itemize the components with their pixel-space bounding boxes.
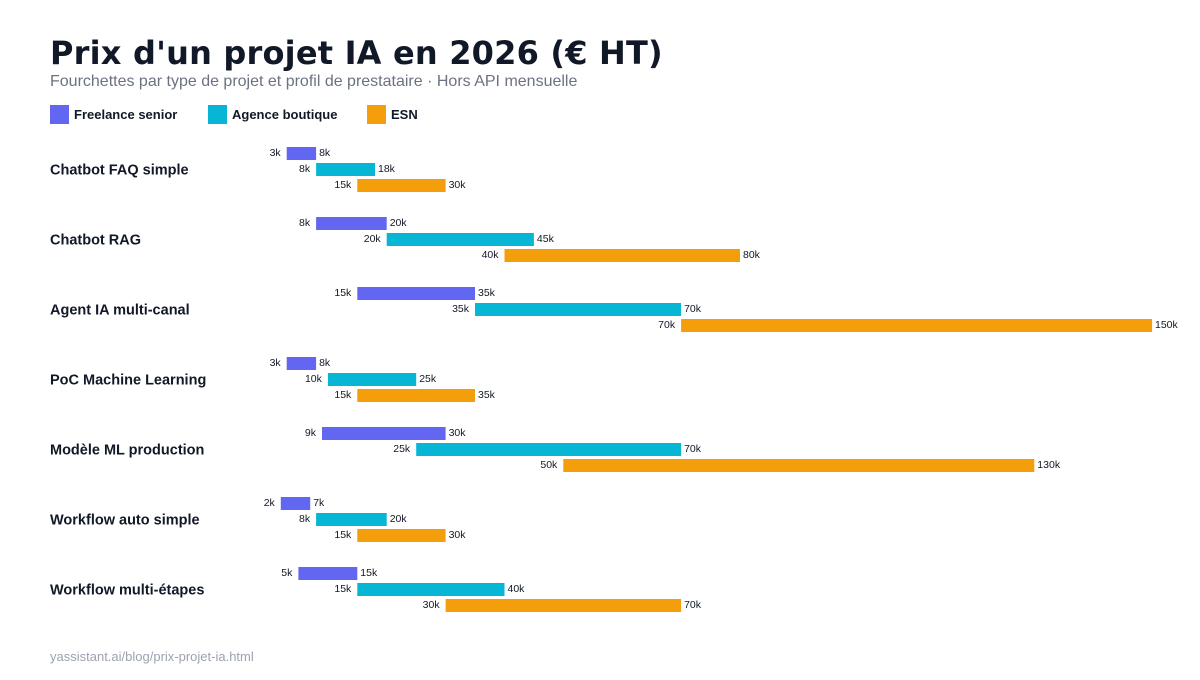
range-max-label: 7k [313, 497, 325, 509]
range-max-label: 45k [537, 233, 555, 245]
range-max-label: 18k [378, 163, 396, 175]
range-max-label: 80k [743, 249, 761, 261]
range-min-label: 15k [334, 287, 352, 299]
range-bar-esn [357, 529, 446, 542]
range-max-label: 20k [390, 513, 408, 525]
range-bar-agence [386, 233, 534, 246]
category-label: Agent IA multi-canal [50, 303, 190, 319]
range-max-label: 8k [319, 357, 331, 369]
range-max-label: 130k [1037, 459, 1061, 471]
range-min-label: 50k [540, 459, 558, 471]
legend-swatch-agence [208, 104, 227, 124]
range-max-label: 150k [1155, 319, 1179, 331]
range-bar-agence [357, 583, 505, 596]
range-bar-esn [357, 179, 446, 192]
range-max-label: 25k [419, 373, 437, 385]
range-bar-esn [504, 249, 740, 262]
range-bar-freelance [280, 497, 311, 510]
legend-item-agence: Agence boutique [208, 104, 337, 124]
range-max-label: 20k [390, 217, 408, 229]
range-bar-agence [327, 373, 417, 386]
range-bar-freelance [286, 357, 317, 370]
range-max-label: 30k [449, 529, 467, 541]
range-bar-esn [357, 389, 475, 402]
range-min-label: 30k [423, 599, 441, 611]
range-max-label: 40k [508, 583, 526, 595]
range-max-label: 30k [449, 179, 467, 191]
category-label: Modèle ML production [50, 443, 204, 459]
range-min-label: 15k [334, 389, 352, 401]
range-min-label: 8k [299, 217, 311, 229]
range-min-label: 40k [482, 249, 500, 261]
range-bar-agence [316, 163, 375, 176]
range-max-label: 8k [319, 147, 331, 159]
range-bar-freelance [298, 567, 358, 580]
range-min-label: 20k [364, 233, 382, 245]
chart-subtitle: Fourchettes par type de projet et profil… [50, 73, 578, 90]
range-min-label: 3k [270, 147, 282, 159]
range-min-label: 3k [270, 357, 282, 369]
range-min-label: 10k [305, 373, 323, 385]
legend-item-esn: ESN [367, 104, 418, 124]
range-min-label: 15k [334, 179, 352, 191]
range-min-label: 8k [299, 163, 311, 175]
range-max-label: 30k [449, 427, 467, 439]
legend-swatch-esn [367, 104, 386, 124]
range-bar-freelance [316, 217, 387, 230]
range-max-label: 70k [684, 303, 702, 315]
range-min-label: 25k [393, 443, 411, 455]
range-bar-agence [475, 303, 681, 316]
source-footer: yassistant.ai/blog/prix-projet-ia.html [50, 649, 254, 664]
range-max-label: 70k [684, 599, 702, 611]
range-min-label: 9k [305, 427, 317, 439]
category-label: Chatbot RAG [50, 233, 141, 249]
range-max-label: 35k [478, 389, 496, 401]
category-label: Workflow auto simple [50, 513, 200, 529]
range-max-label: 35k [478, 287, 496, 299]
category-label: Chatbot FAQ simple [50, 163, 189, 179]
category-label: PoC Machine Learning [50, 373, 206, 389]
range-min-label: 8k [299, 513, 311, 525]
range-min-label: 70k [658, 319, 676, 331]
legend-label-freelance: Freelance senior [74, 106, 178, 122]
category-label: Workflow multi-étapes [50, 583, 204, 599]
range-bar-agence [316, 513, 387, 526]
legend-item-freelance: Freelance senior [50, 104, 177, 124]
legend-swatch-freelance [50, 104, 69, 124]
range-min-label: 5k [281, 567, 293, 579]
range-bar-esn [445, 599, 682, 612]
legend-label-agence: Agence boutique [232, 106, 338, 122]
range-bar-freelance [357, 287, 475, 300]
range-min-label: 2k [264, 497, 276, 509]
range-max-label: 15k [360, 567, 378, 579]
range-bar-esn [681, 319, 1153, 332]
legend-label-esn: ESN [391, 106, 418, 122]
range-bar-freelance [286, 147, 317, 160]
range-bar-agence [416, 443, 682, 456]
range-min-label: 15k [334, 583, 352, 595]
range-min-label: 15k [334, 529, 352, 541]
range-bar-chart: Chatbot FAQ simple 3k 8k 8k 18k 15k 30k Chatbot… [50, 147, 1179, 612]
range-max-label: 70k [684, 443, 702, 455]
range-bar-esn [563, 459, 1035, 472]
range-bar-freelance [322, 427, 446, 440]
range-min-label: 35k [452, 303, 470, 315]
chart-title: Prix d'un projet IA en 2026 (€ HT) [50, 34, 663, 72]
